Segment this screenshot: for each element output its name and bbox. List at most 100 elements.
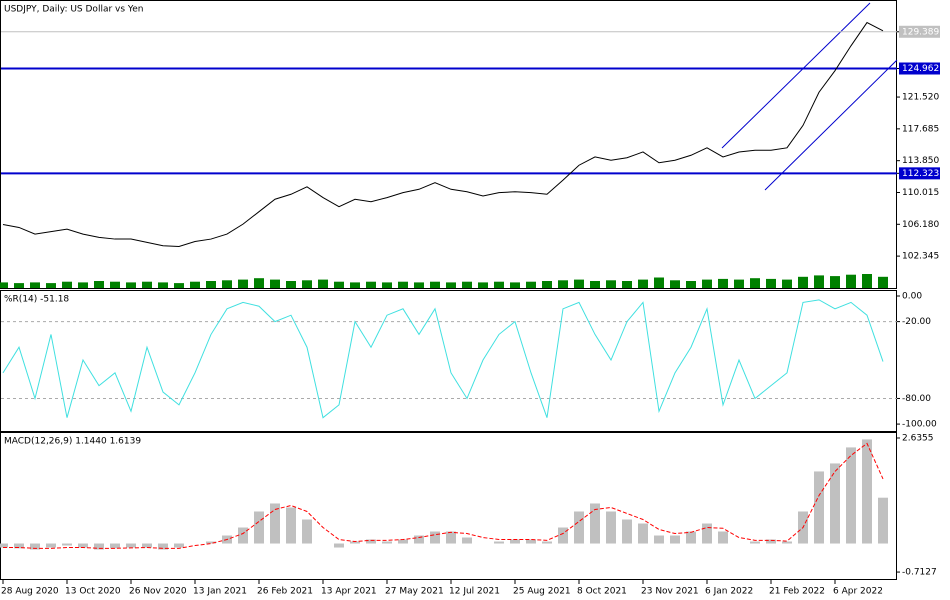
macd-bar (686, 531, 696, 544)
macd-bar (414, 535, 424, 544)
macd-bar (382, 541, 392, 544)
volume-bar (590, 281, 600, 288)
last-price-bg (899, 25, 940, 38)
macd-bar (590, 503, 600, 544)
y-tick-label: -0.7127 (902, 568, 937, 578)
volume-bar (318, 279, 328, 288)
channel-line (721, 2, 871, 149)
volume-bar (382, 282, 392, 288)
volume-bar (574, 279, 584, 288)
macd-bar (718, 531, 728, 544)
macd-bar (142, 543, 152, 548)
macd-bar (462, 537, 472, 544)
macd-bar (878, 497, 888, 544)
volume-bar (30, 282, 40, 288)
macd-bar (366, 539, 376, 544)
volume-bar (78, 282, 88, 288)
volume-bar (654, 277, 664, 288)
volume-bar (606, 280, 616, 288)
macd-bar (446, 531, 456, 544)
volume-bar (622, 281, 632, 288)
volume-bar (446, 282, 456, 288)
macd-bar (862, 439, 872, 544)
y-tick-label: -100.00 (902, 420, 937, 430)
volume-bar (174, 283, 184, 288)
volume-bar (350, 282, 360, 288)
x-tick-label: 13 Oct 2020 (65, 587, 121, 597)
y-tick-label: 2.6355 (902, 433, 934, 443)
channel-line (764, 59, 898, 191)
volume-bar (878, 276, 888, 288)
volume-bar (686, 281, 696, 288)
macd-bar (46, 543, 56, 548)
y-tick-label: -20.00 (902, 317, 931, 327)
volume-bar (494, 281, 504, 288)
volume-bar (798, 276, 808, 288)
macd-bar (766, 539, 776, 544)
volume-bar (14, 283, 24, 288)
macd-bar (654, 535, 664, 544)
volume-bar (462, 281, 472, 288)
x-tick-label: 13 Jan 2021 (193, 587, 247, 597)
volume-bar (542, 281, 552, 288)
macd-bar (430, 531, 440, 544)
macd-bar (702, 523, 712, 544)
macd-bar (542, 541, 552, 544)
x-tick-label: 6 Jan 2022 (705, 587, 753, 597)
indicator-title: %R(14) -51.18 (4, 295, 69, 305)
y-tick-label: 117.685 (902, 124, 939, 134)
macd-bar (238, 527, 248, 544)
macd-bar (286, 507, 296, 544)
volume-bar (190, 281, 200, 288)
volume-bar (702, 279, 712, 288)
volume-bar (334, 281, 344, 288)
x-tick-label: 25 Aug 2021 (513, 587, 571, 597)
macd-bar (302, 519, 312, 544)
volume-bar (366, 281, 376, 288)
macd-bar (126, 543, 136, 548)
x-tick-label: 26 Nov 2020 (129, 587, 187, 597)
volume-bar (478, 282, 488, 288)
macd-bar (94, 543, 104, 550)
volume-bar (782, 279, 792, 288)
y-tick-label: 106.180 (902, 220, 939, 230)
volume-bar (62, 281, 72, 288)
macd-bar (814, 471, 824, 544)
x-tick-label: 13 Apr 2021 (321, 587, 377, 597)
x-tick-label: 6 Apr 2022 (833, 587, 883, 597)
volume-bar (862, 274, 872, 288)
volume-bar (766, 278, 776, 288)
level-label-bg (899, 167, 940, 180)
x-tick-label: 12 Jul 2021 (449, 587, 500, 597)
indicator-line (2, 299, 884, 419)
volume-bar (142, 281, 152, 288)
volume-bar (670, 280, 680, 288)
macd-bar (606, 511, 616, 544)
volume-bar (94, 281, 104, 288)
macd-bar (526, 539, 536, 544)
x-tick-label: 23 Nov 2021 (641, 587, 699, 597)
macd-bar (782, 541, 792, 544)
volume-bar (0, 282, 8, 288)
macd-bar (846, 447, 856, 544)
macd-bar (494, 541, 504, 544)
y-tick-label: 102.345 (902, 252, 939, 262)
volume-bar (238, 279, 248, 288)
macd-bar (350, 541, 360, 544)
volume-bar (110, 281, 120, 288)
signal-line (3, 442, 884, 549)
macd-bar (78, 543, 88, 548)
volume-bar (558, 280, 568, 288)
macd-bar (14, 543, 24, 549)
macd-bar (206, 541, 216, 544)
volume-bar (126, 282, 136, 288)
macd-bar (110, 543, 120, 549)
macd-bar (558, 527, 568, 544)
volume-bar (254, 278, 264, 288)
volume-bar (734, 279, 744, 288)
x-tick-label: 27 May 2021 (385, 587, 444, 597)
volume-bar (526, 281, 536, 288)
macd-bar (574, 511, 584, 544)
